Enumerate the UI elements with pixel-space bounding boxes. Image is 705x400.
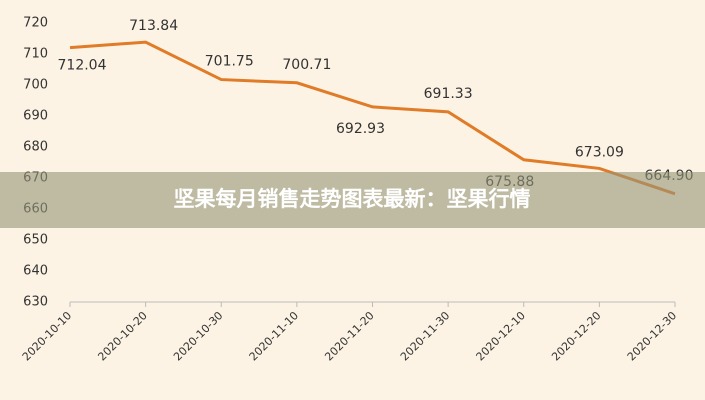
y-tick-label: 680 [23, 140, 48, 155]
y-tick-label: 640 [23, 264, 48, 279]
chart-title: 坚果每月销售走势图表最新：坚果行情 [174, 187, 531, 211]
y-tick-label: 720 [23, 16, 48, 31]
y-tick-label: 650 [23, 233, 48, 248]
title-banner [0, 172, 705, 228]
data-label: 673.09 [575, 144, 624, 160]
y-tick-label: 700 [23, 78, 48, 93]
data-label: 712.04 [58, 58, 107, 74]
y-tick-label: 630 [23, 295, 48, 310]
data-label: 701.75 [205, 54, 254, 70]
data-label: 700.71 [282, 57, 331, 73]
data-label: 691.33 [424, 86, 473, 102]
y-tick-label: 690 [23, 109, 48, 124]
y-tick-label: 710 [23, 47, 48, 62]
data-label: 692.93 [336, 121, 385, 137]
line [69, 40, 676, 196]
data-label: 713.84 [129, 18, 178, 34]
